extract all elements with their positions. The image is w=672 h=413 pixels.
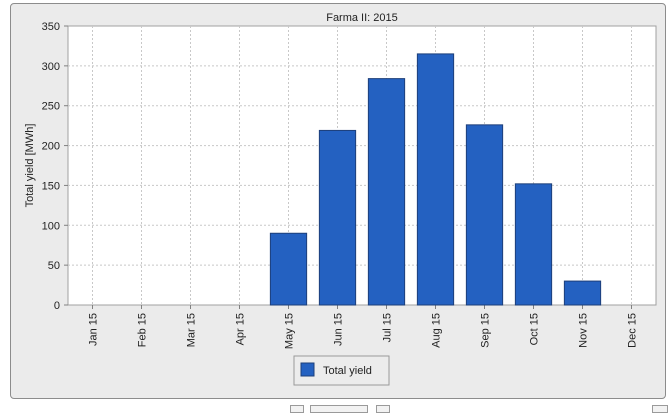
x-tick-label: Oct 15 [529, 313, 541, 345]
page-input[interactable] [310, 405, 368, 413]
x-tick-label: Aug 15 [431, 313, 443, 348]
legend-swatch [300, 362, 315, 377]
x-tick-label: Sep 15 [480, 313, 492, 348]
x-tick-label: Apr 15 [235, 313, 247, 345]
y-tick-label: 300 [42, 61, 60, 73]
x-tick-label: Jul 15 [382, 313, 394, 342]
y-tick-label: 350 [42, 21, 60, 33]
x-tick-label: Mar 15 [186, 313, 198, 347]
scroll-right-button[interactable] [376, 405, 390, 413]
x-tick-label: May 15 [284, 313, 296, 349]
x-tick-label: Jun 15 [333, 313, 345, 346]
bottom-right-control[interactable] [652, 405, 668, 413]
chart-title: Farma II: 2015 [326, 12, 398, 24]
y-tick-label: 0 [54, 300, 60, 312]
x-tick-label: Jan 15 [88, 313, 100, 346]
y-tick-label: 100 [42, 220, 60, 232]
y-tick-label: 50 [48, 260, 60, 272]
y-axis-label: Total yield [MWh] [24, 124, 36, 208]
bar-aug-15 [416, 53, 455, 306]
y-tick-label: 200 [42, 141, 60, 153]
bar-sep-15 [465, 124, 504, 306]
x-tick-label: Dec 15 [627, 313, 639, 348]
scroll-left-button[interactable] [290, 405, 304, 413]
bar-oct-15 [514, 183, 553, 306]
bar-chart: 0 50 100 150 200 250 300 350 Jan 15 Feb 15 Mar 15 A… [24, 12, 657, 386]
bar-jun-15 [318, 129, 357, 306]
bar-nov-15 [563, 280, 602, 306]
bar-jul-15 [367, 78, 406, 306]
chart-panel: 0 50 100 150 200 250 300 350 Jan 15 Feb 15 Mar 15 A… [10, 3, 666, 399]
x-tick-label: Nov 15 [578, 313, 590, 348]
y-tick-label: 250 [42, 101, 60, 113]
y-tick-label: 150 [42, 180, 60, 192]
plot-area [67, 25, 657, 306]
x-tick-label: Feb 15 [137, 313, 149, 347]
legend-label: Total yield [323, 365, 372, 377]
bar-may-15 [269, 232, 308, 306]
